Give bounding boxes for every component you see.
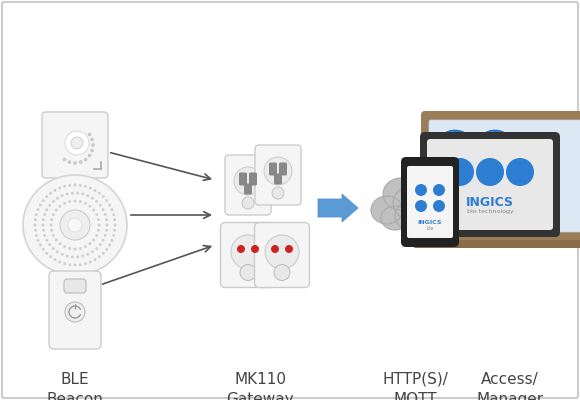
FancyBboxPatch shape xyxy=(420,132,560,237)
Circle shape xyxy=(39,204,42,206)
Circle shape xyxy=(231,235,265,269)
Circle shape xyxy=(99,244,102,246)
Circle shape xyxy=(106,248,108,250)
Circle shape xyxy=(102,252,104,254)
Circle shape xyxy=(435,167,475,207)
Circle shape xyxy=(111,239,113,242)
FancyBboxPatch shape xyxy=(274,174,282,184)
Circle shape xyxy=(46,239,48,242)
Circle shape xyxy=(98,224,100,226)
Circle shape xyxy=(102,239,104,242)
Circle shape xyxy=(102,208,104,211)
Circle shape xyxy=(49,192,52,194)
Circle shape xyxy=(90,138,93,141)
Circle shape xyxy=(54,258,56,261)
Circle shape xyxy=(46,208,48,211)
Circle shape xyxy=(34,229,37,232)
Ellipse shape xyxy=(411,178,447,210)
Circle shape xyxy=(66,193,68,195)
Circle shape xyxy=(446,158,474,186)
Circle shape xyxy=(96,247,98,250)
Circle shape xyxy=(108,204,111,206)
Circle shape xyxy=(89,242,91,245)
Circle shape xyxy=(415,184,427,196)
Circle shape xyxy=(68,218,82,232)
Circle shape xyxy=(96,213,98,216)
FancyBboxPatch shape xyxy=(418,231,580,245)
Circle shape xyxy=(97,229,100,232)
Circle shape xyxy=(106,229,108,232)
FancyBboxPatch shape xyxy=(407,166,453,238)
Circle shape xyxy=(106,224,108,226)
Circle shape xyxy=(74,184,76,186)
Circle shape xyxy=(79,161,82,164)
Circle shape xyxy=(35,214,38,216)
Circle shape xyxy=(91,250,94,253)
Circle shape xyxy=(272,187,284,199)
FancyBboxPatch shape xyxy=(249,172,257,186)
FancyBboxPatch shape xyxy=(220,222,276,288)
Circle shape xyxy=(65,131,89,155)
Circle shape xyxy=(52,213,55,216)
Circle shape xyxy=(264,157,292,185)
Circle shape xyxy=(475,130,515,170)
Circle shape xyxy=(92,144,95,146)
FancyBboxPatch shape xyxy=(255,222,310,288)
Circle shape xyxy=(77,192,79,194)
Circle shape xyxy=(104,214,107,216)
Circle shape xyxy=(74,200,76,202)
Circle shape xyxy=(68,200,71,203)
Circle shape xyxy=(79,247,82,250)
Circle shape xyxy=(74,248,76,250)
FancyBboxPatch shape xyxy=(429,120,580,232)
Circle shape xyxy=(56,250,59,253)
FancyBboxPatch shape xyxy=(239,172,247,186)
Circle shape xyxy=(82,193,84,195)
Circle shape xyxy=(113,234,115,236)
Circle shape xyxy=(84,158,87,161)
Circle shape xyxy=(240,264,256,280)
Circle shape xyxy=(68,247,71,250)
Circle shape xyxy=(84,202,86,204)
Circle shape xyxy=(88,133,91,136)
Circle shape xyxy=(433,184,445,196)
Circle shape xyxy=(37,208,39,211)
Ellipse shape xyxy=(383,178,419,210)
Circle shape xyxy=(54,189,56,192)
Circle shape xyxy=(251,245,259,253)
Circle shape xyxy=(114,229,116,232)
Circle shape xyxy=(61,194,63,197)
Circle shape xyxy=(42,218,45,221)
Circle shape xyxy=(77,256,79,258)
Circle shape xyxy=(35,234,38,236)
Ellipse shape xyxy=(371,196,403,224)
Circle shape xyxy=(68,161,71,164)
FancyBboxPatch shape xyxy=(244,184,252,194)
Text: INGICS: INGICS xyxy=(466,196,514,208)
Circle shape xyxy=(415,200,427,212)
Circle shape xyxy=(39,244,42,246)
Circle shape xyxy=(44,234,46,236)
Circle shape xyxy=(71,192,74,194)
Circle shape xyxy=(93,239,95,241)
Circle shape xyxy=(63,262,66,265)
Circle shape xyxy=(63,246,66,248)
Circle shape xyxy=(285,245,293,253)
Circle shape xyxy=(84,262,86,265)
Circle shape xyxy=(114,224,116,226)
Circle shape xyxy=(65,302,85,322)
Circle shape xyxy=(52,200,55,203)
Circle shape xyxy=(98,192,100,194)
FancyBboxPatch shape xyxy=(427,139,553,230)
Circle shape xyxy=(55,209,57,211)
Circle shape xyxy=(98,256,100,258)
Circle shape xyxy=(52,247,55,250)
Ellipse shape xyxy=(427,196,459,224)
FancyBboxPatch shape xyxy=(225,155,271,215)
Circle shape xyxy=(63,185,66,188)
Circle shape xyxy=(49,256,52,258)
Circle shape xyxy=(60,210,90,240)
Circle shape xyxy=(114,218,116,221)
Circle shape xyxy=(50,224,52,226)
